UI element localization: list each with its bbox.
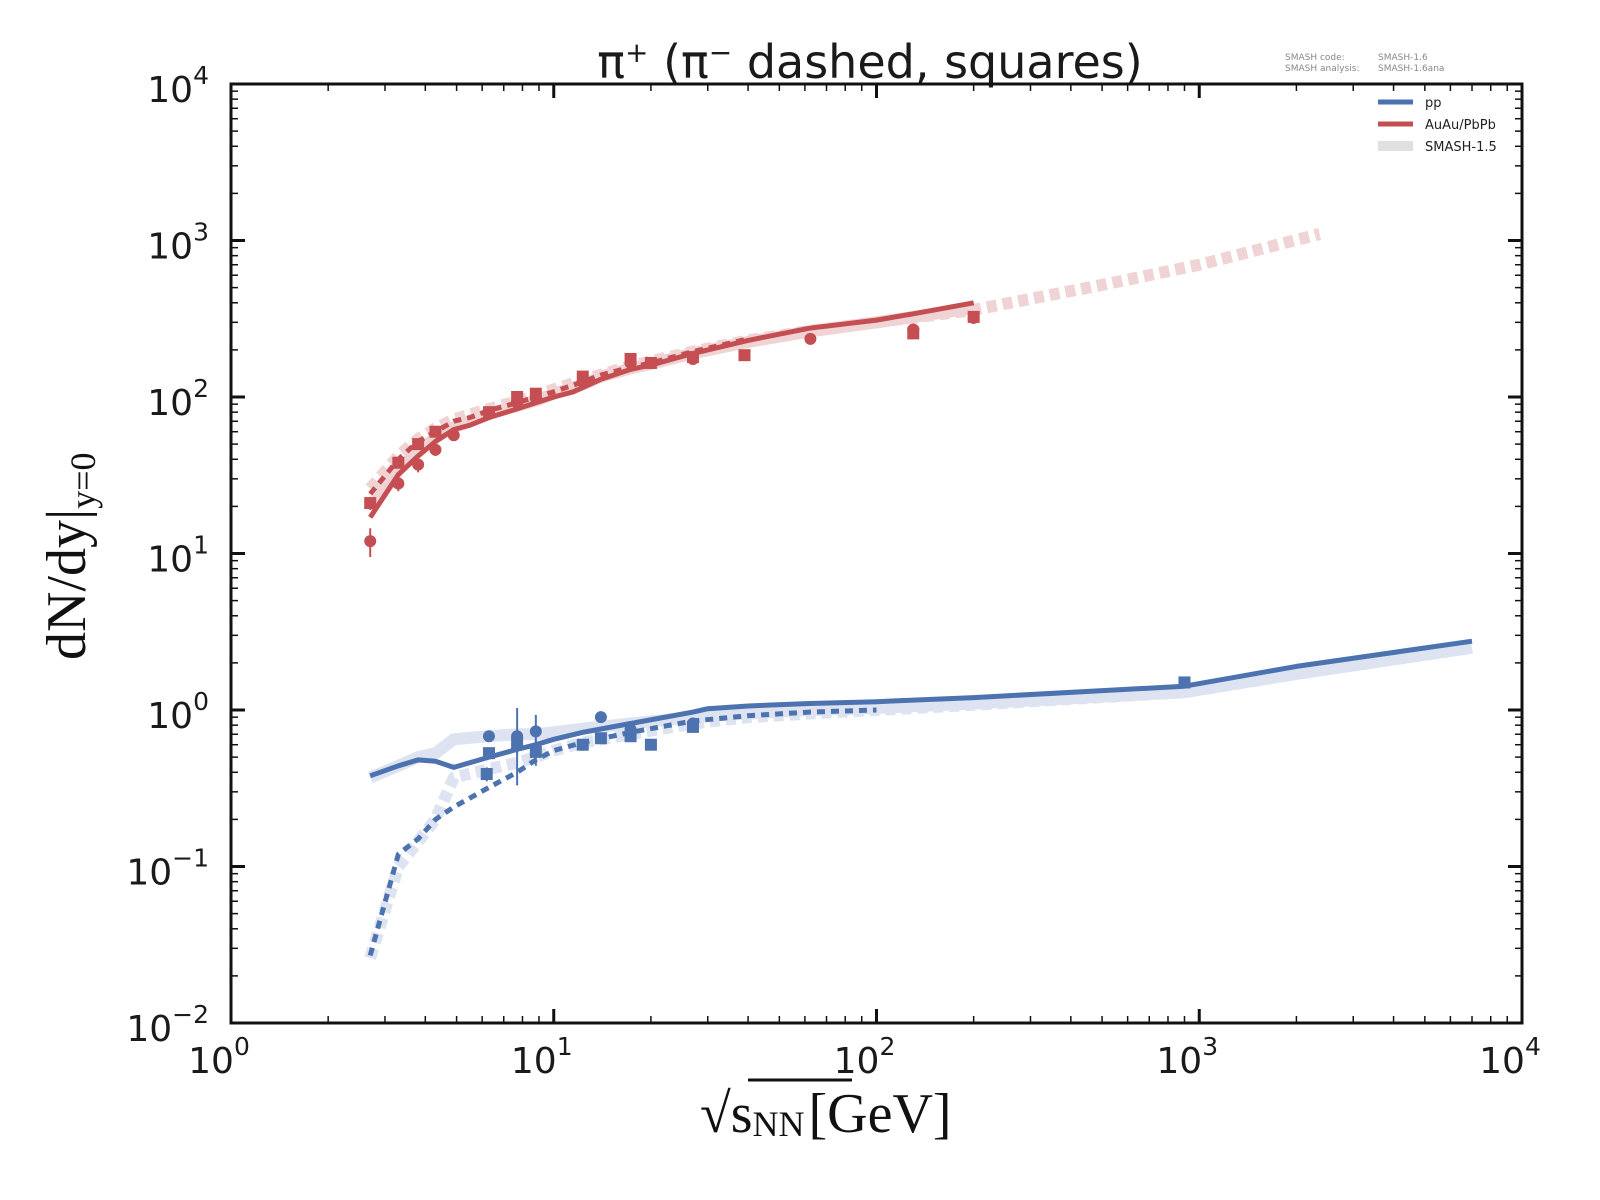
data-point-square [1178, 676, 1191, 689]
smash-code-value: SMASH-1.6 [1378, 53, 1428, 63]
y-label-sub: y=0 [63, 452, 103, 508]
series-line-4 [368, 300, 975, 519]
y-axis-label: dN/dy|y=0 [36, 452, 103, 660]
x-tick-label: 103 [1156, 1032, 1218, 1082]
reference-line-3 [364, 641, 1473, 960]
y-tick-label: 101 [147, 531, 209, 581]
data-point-square [644, 356, 657, 369]
series-line-6 [369, 638, 1473, 779]
data-point-square [480, 767, 493, 780]
smash-analysis-value: SMASH-1.6ana [1378, 64, 1444, 74]
data-point-square [967, 310, 980, 323]
data-point-square [738, 349, 751, 362]
x-label-unit: [GeV] [809, 1083, 952, 1145]
data-point-square [511, 391, 524, 403]
data-point-circle [594, 711, 607, 724]
y-label-main: dN/dy| [36, 509, 98, 660]
data-point-square [644, 738, 657, 751]
x-tick-label: 104 [1479, 1032, 1541, 1082]
data-point-square [576, 738, 589, 751]
x-tick-label: 100 [188, 1032, 250, 1082]
smash-analysis-key: SMASH analysis: [1285, 64, 1359, 74]
y-tick-label: 102 [147, 374, 209, 424]
axis-ticks [229, 84, 1522, 1025]
y-tick-label: 10−2 [126, 1000, 209, 1050]
data-point-square [576, 370, 589, 383]
reference-line-1 [365, 228, 1322, 493]
chart-title: π+ (π− dashed, squares) [597, 35, 1142, 89]
data-point-square [907, 327, 920, 340]
reference-lines-layer [364, 228, 1473, 960]
data-points-layer [364, 310, 1191, 786]
legend-label: SMASH-1.5 [1425, 140, 1497, 155]
y-tick-labels: 10−2 10−1 100 101 102 103 104 [126, 61, 209, 1050]
data-point-square [482, 747, 495, 760]
x-tick-label: 101 [511, 1032, 573, 1082]
data-point-square [429, 425, 442, 438]
data-point-square [482, 406, 495, 419]
data-point-square [412, 438, 425, 451]
data-point-circle [392, 477, 405, 490]
data-point-square [529, 745, 542, 758]
y-tick-label: 10−1 [126, 844, 209, 894]
legend: pp AuAu/PbPb SMASH-1.5 [1378, 96, 1497, 155]
data-point-square [594, 732, 607, 745]
data-point-square [624, 730, 637, 743]
data-point-circle [482, 730, 495, 743]
legend-label: AuAu/PbPb [1425, 118, 1496, 133]
x-tick-label: 102 [834, 1032, 896, 1082]
y-tick-label: 104 [147, 61, 209, 111]
x-tick-labels: 100 101 102 103 104 [188, 1032, 1541, 1082]
x-label-sub: NN [753, 1104, 805, 1144]
data-point-circle [804, 332, 817, 345]
data-point-circle [364, 535, 377, 548]
legend-label: pp [1425, 96, 1442, 111]
plot-frame [229, 82, 1524, 1025]
y-tick-label: 100 [147, 687, 209, 737]
data-point-square [364, 497, 377, 510]
smash-version-annotation: SMASH code: SMASH-1.6 SMASH analysis: SM… [1285, 53, 1444, 74]
data-point-square [686, 351, 699, 364]
reference-line-0 [365, 302, 975, 514]
data-point-circle [447, 429, 460, 442]
svg-text:√sNN[GeV]: √sNN[GeV] [700, 1083, 952, 1145]
smash-code-key: SMASH code: [1285, 53, 1345, 63]
data-point-square [511, 736, 524, 749]
data-point-circle [429, 443, 442, 456]
y-tick-label: 103 [147, 218, 209, 268]
series-line-5 [368, 336, 749, 496]
svg-text:dN/dy|y=0: dN/dy|y=0 [36, 452, 103, 660]
data-point-square [392, 456, 405, 469]
data-point-square [624, 352, 637, 365]
x-label-s: s [731, 1083, 753, 1145]
sqrt-symbol: √ [700, 1083, 731, 1145]
data-point-square [686, 720, 699, 733]
data-point-circle [412, 458, 425, 471]
x-axis-label: √sNN[GeV] [700, 1078, 952, 1145]
data-point-square [529, 387, 542, 400]
data-point-circle [529, 725, 542, 738]
